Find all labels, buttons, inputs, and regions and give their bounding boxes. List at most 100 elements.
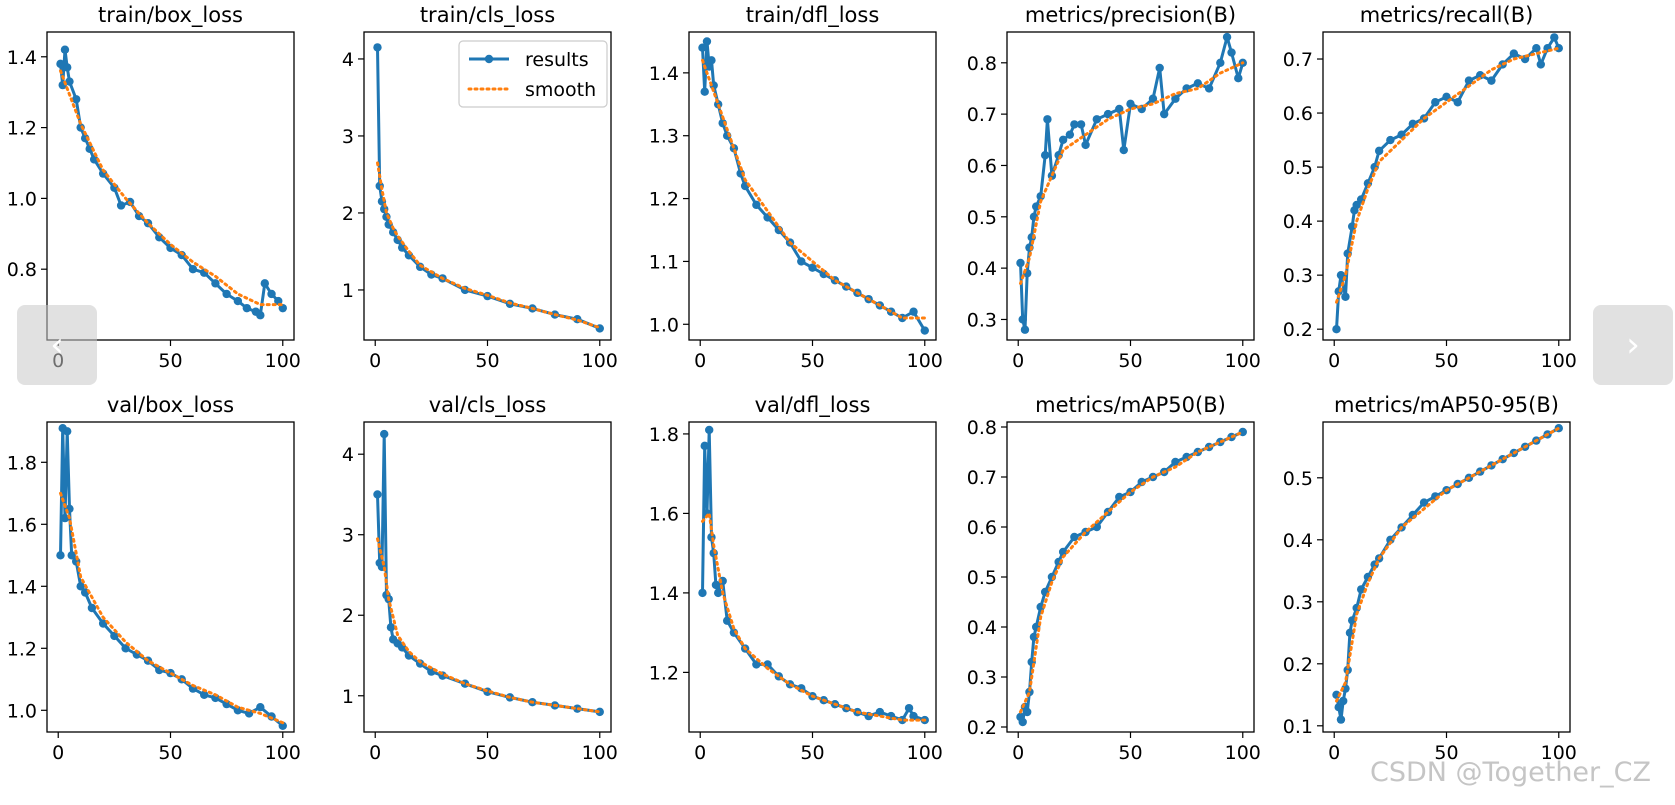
results-point <box>278 721 287 730</box>
chevron-left-icon: ‹ <box>50 325 64 365</box>
y-tick-label: 0.6 <box>1283 103 1313 125</box>
results-point <box>1065 130 1075 139</box>
results-point <box>1016 258 1025 268</box>
smooth-line <box>1335 46 1561 304</box>
results-point <box>898 715 907 725</box>
results-point <box>909 307 918 316</box>
x-tick-label: 100 <box>1225 350 1261 372</box>
results-line <box>59 426 284 727</box>
results-point <box>698 588 707 598</box>
y-tick-label: 0.5 <box>1283 468 1313 490</box>
y-tick-label: 0.6 <box>967 155 997 177</box>
x-tick-label: 0 <box>369 742 381 764</box>
plot-frame <box>46 421 295 733</box>
results-point <box>1347 616 1357 625</box>
results-point <box>1092 115 1102 124</box>
results-point <box>1058 135 1068 144</box>
smooth-line <box>59 491 285 725</box>
results-point <box>1339 696 1348 706</box>
y-tick-label: 0.3 <box>1283 265 1313 287</box>
y-tick-label: 0.2 <box>1283 319 1313 341</box>
results-point <box>63 63 72 72</box>
subplot-6: val/box_loss 0 50 100 1.0 1.2 1.4 1.6 1.8 <box>7 393 301 764</box>
results-point <box>211 279 220 288</box>
y-tick-label: 4 <box>342 49 354 71</box>
subplot-title: metrics/recall(B) <box>1360 3 1534 27</box>
results-point <box>1148 94 1158 103</box>
y-tick-label: 0.5 <box>967 567 997 589</box>
x-tick-label: 100 <box>265 350 301 372</box>
results-point <box>256 311 265 320</box>
y-tick-label: 0.2 <box>967 717 997 739</box>
results-point <box>67 551 76 560</box>
x-tick-label: 0 <box>369 350 381 372</box>
y-tick-label: 0.3 <box>967 667 997 689</box>
smooth-line <box>1019 61 1245 285</box>
smooth-line <box>701 509 927 722</box>
results-point <box>1070 532 1079 542</box>
y-tick-label: 1.4 <box>649 583 679 605</box>
results-point <box>222 699 231 709</box>
results-point <box>233 296 243 306</box>
y-tick-label: 1.4 <box>7 576 37 598</box>
legend-results-label: results <box>525 49 589 71</box>
results-point <box>116 201 126 210</box>
results-point <box>1487 76 1496 85</box>
results-point <box>1115 492 1124 502</box>
results-point <box>705 425 714 435</box>
x-tick-label: 50 <box>1434 742 1458 764</box>
results-point <box>1103 109 1113 119</box>
results-point <box>1126 99 1135 109</box>
y-tick-label: 0.5 <box>1283 157 1313 179</box>
legend-smooth-label: smooth <box>525 79 596 101</box>
x-tick-label: 0 <box>1012 350 1024 372</box>
plot-frame <box>1006 31 1255 341</box>
y-tick-label: 1.0 <box>649 314 679 336</box>
results-point <box>707 56 716 65</box>
results-point <box>1171 94 1180 103</box>
subplot-title: val/dfl_loss <box>755 393 871 418</box>
results-point <box>1536 60 1546 69</box>
results-point <box>752 200 761 210</box>
x-tick-label: 0 <box>1328 742 1340 764</box>
y-tick-label: 0.7 <box>1283 49 1313 71</box>
y-tick-label: 1 <box>342 280 354 302</box>
subplot-3: train/dfl_loss 0 50 100 1.0 1.1 1.2 1.3 1.4 <box>649 3 943 372</box>
y-tick-label: 3 <box>342 126 354 148</box>
smooth-line <box>1335 426 1561 703</box>
legend: results smooth <box>458 40 608 108</box>
y-tick-label: 0.1 <box>1283 716 1313 738</box>
results-line <box>1019 35 1245 332</box>
smooth-line <box>376 161 602 330</box>
results-point <box>1374 146 1384 156</box>
subplot-10: metrics/mAP50-95(B) 0 50 100 0.1 0.2 0.3 0.4 0.5 <box>1283 393 1577 764</box>
next-image-button[interactable]: › <box>1593 305 1673 385</box>
results-point <box>1043 115 1052 124</box>
results-point <box>698 43 707 52</box>
y-tick-label: 1.8 <box>649 424 679 446</box>
results-point <box>711 580 721 590</box>
results-point <box>155 233 164 242</box>
results-point <box>875 707 885 717</box>
x-tick-label: 0 <box>694 742 706 764</box>
results-point <box>700 87 709 96</box>
results-point <box>134 211 144 221</box>
results-point <box>1076 120 1086 129</box>
x-tick-label: 0 <box>1328 350 1340 372</box>
results-point <box>1464 76 1474 85</box>
subplot-title: metrics/mAP50-95(B) <box>1334 393 1559 417</box>
results-point <box>702 37 712 46</box>
results-point <box>65 77 74 86</box>
results-point <box>56 59 65 69</box>
smooth-line <box>701 58 927 320</box>
results-point <box>373 43 382 52</box>
results-point <box>1159 109 1169 119</box>
y-tick-label: 1 <box>342 686 354 708</box>
y-tick-label: 0.7 <box>967 104 997 126</box>
previous-image-button[interactable]: ‹ <box>17 305 97 385</box>
results-point <box>222 289 231 299</box>
results-point <box>242 303 252 313</box>
subplot-5: metrics/recall(B) 0 50 100 0.2 0.3 0.4 0.5 0.6 0.… <box>1283 3 1577 372</box>
subplot-4: metrics/precision(B) 0 50 100 0.3 0.4 0.5 0.6 0.… <box>967 3 1261 372</box>
